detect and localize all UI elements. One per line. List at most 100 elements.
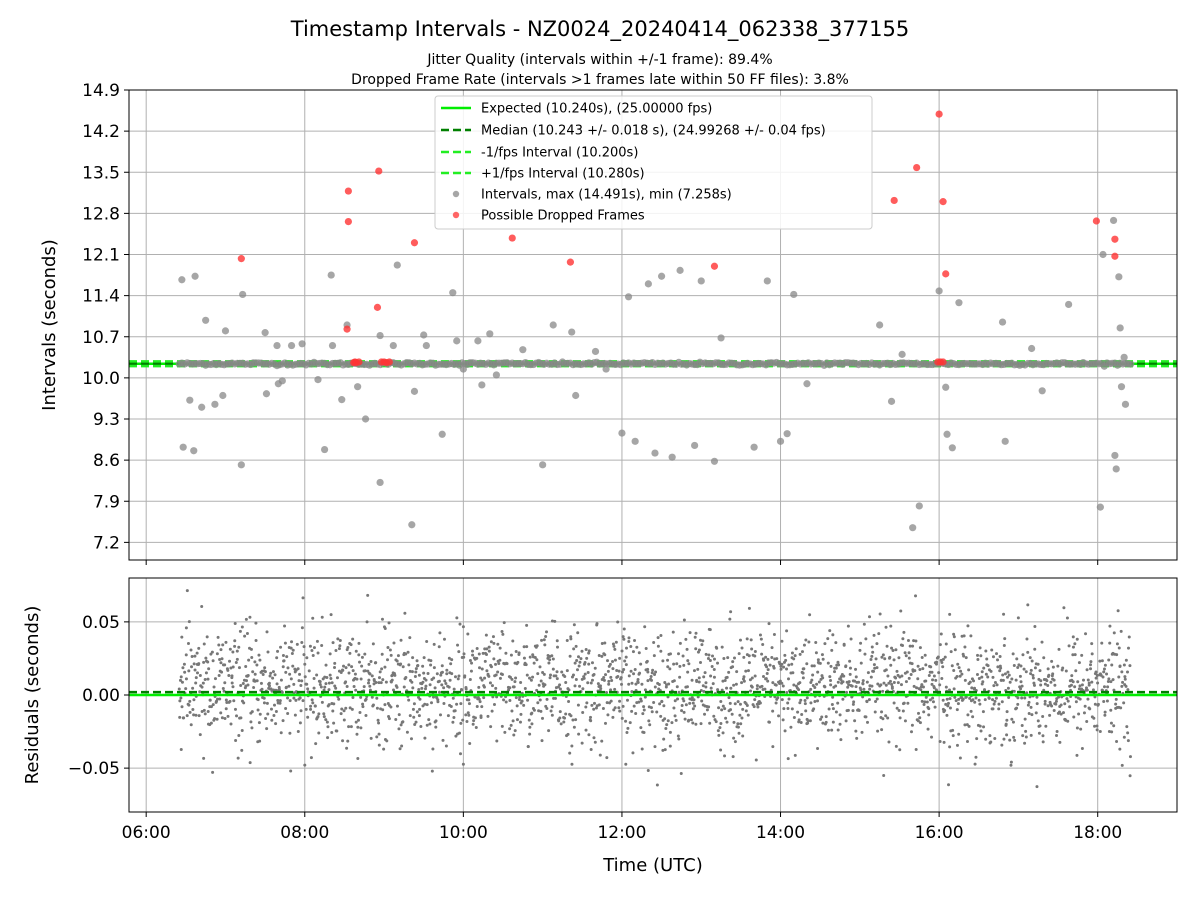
residual-point (413, 722, 417, 726)
residual-point (438, 690, 442, 694)
residual-point (736, 700, 740, 704)
residual-point (771, 709, 775, 713)
residual-point (792, 715, 796, 719)
residual-point (231, 685, 235, 689)
residual-point (899, 683, 903, 687)
residual-point (620, 649, 624, 653)
interval-point (1111, 451, 1119, 460)
residual-point (305, 656, 309, 660)
residual-point (797, 688, 801, 692)
residual-point (516, 660, 520, 664)
residual-point (356, 725, 360, 729)
residual-point (382, 747, 386, 751)
residual-point (193, 654, 197, 658)
residual-point (466, 711, 470, 715)
residual-point (313, 704, 317, 708)
residual-point (723, 679, 727, 683)
dropped-frame-point (566, 258, 575, 266)
residual-point (191, 686, 195, 690)
residual-point (953, 648, 957, 652)
residual-point (904, 680, 908, 684)
interval-point (876, 321, 884, 329)
residual-point (1075, 637, 1079, 641)
interval-point (942, 383, 950, 391)
dropped-frame-point (237, 255, 245, 263)
residual-point (1021, 734, 1025, 738)
x-tick-label: 18:00 (1073, 823, 1122, 843)
residual-point (674, 718, 678, 722)
residual-point (399, 638, 403, 642)
residual-point (884, 714, 888, 718)
residual-point (614, 640, 618, 644)
residual-point (621, 635, 625, 639)
residual-point (332, 721, 336, 725)
residual-point (855, 736, 859, 740)
residual-point (956, 702, 960, 706)
residual-point (576, 703, 580, 707)
residual-point (816, 699, 820, 703)
interval-point (539, 461, 547, 469)
residual-point (1049, 680, 1053, 684)
residual-point (688, 631, 692, 635)
residual-point (380, 667, 384, 671)
residual-point (217, 673, 221, 677)
residual-point (235, 657, 239, 661)
residual-point (519, 712, 523, 716)
residual-point (178, 699, 182, 703)
residual-point (502, 621, 506, 625)
residual-point (678, 675, 682, 679)
residual-point (627, 639, 631, 643)
residual-point (931, 678, 935, 682)
residual-point (532, 661, 536, 665)
residual-point (1068, 705, 1072, 709)
residual-point (574, 678, 578, 682)
residual-point (701, 684, 705, 688)
residual-point (444, 744, 448, 748)
residual-point (650, 678, 654, 682)
residual-point (933, 705, 937, 709)
residual-point (952, 632, 956, 636)
residual-point (359, 726, 363, 730)
residual-point (750, 647, 754, 651)
residual-point (798, 701, 802, 705)
residual-point (948, 612, 952, 616)
residual-point (678, 641, 682, 645)
residual-point (492, 641, 496, 645)
residual-point (299, 709, 303, 713)
residual-point (858, 648, 862, 652)
chart-subtitle-jitter: Jitter Quality (intervals within +/-1 fr… (426, 52, 772, 68)
residual-point (391, 688, 395, 692)
residual-point (907, 676, 911, 680)
residual-point (957, 732, 961, 736)
residual-point (197, 662, 201, 666)
residual-point (986, 675, 990, 679)
residual-point (569, 637, 573, 641)
residual-point (240, 729, 244, 733)
residual-point (572, 725, 576, 729)
residual-point (278, 701, 282, 705)
y-tick-label: 12.1 (82, 246, 120, 266)
intervals-points (175, 110, 1135, 532)
residual-point (266, 712, 270, 716)
residual-point (452, 716, 456, 720)
residual-point (1019, 687, 1023, 691)
residual-point (732, 656, 736, 660)
residual-point (536, 672, 540, 676)
residual-point (375, 696, 379, 700)
residual-point (702, 675, 706, 679)
residual-point (352, 684, 356, 688)
residual-point (880, 710, 884, 714)
residual-point (428, 683, 432, 687)
residual-point (539, 679, 543, 683)
residual-point (716, 661, 720, 665)
y-tick-label: 10.0 (82, 369, 120, 389)
residual-point (286, 696, 290, 700)
residual-point (864, 715, 868, 719)
residual-point (1085, 668, 1089, 672)
residual-point (1002, 644, 1006, 648)
residual-point (666, 665, 670, 669)
residual-point (1011, 720, 1015, 724)
residual-point (625, 698, 629, 702)
residual-point (683, 717, 687, 721)
residual-point (247, 658, 251, 662)
